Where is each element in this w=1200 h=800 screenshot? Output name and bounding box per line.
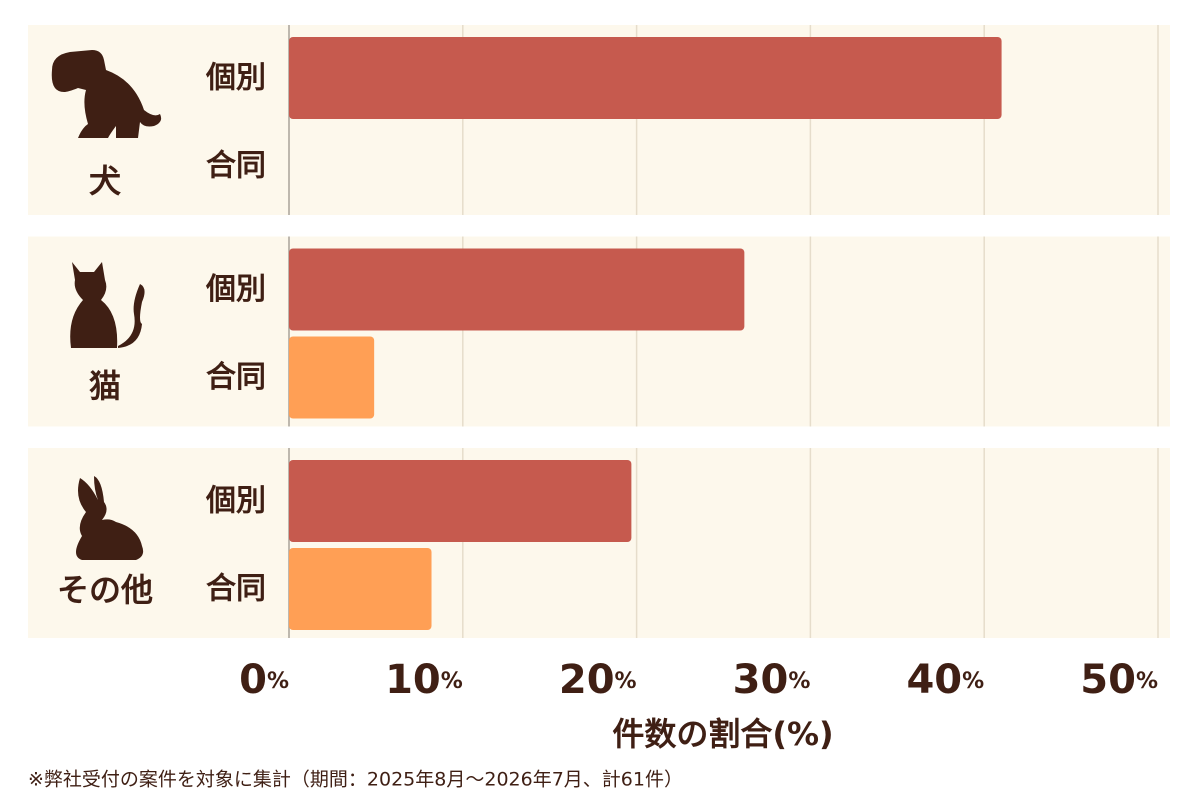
- bar: [289, 248, 745, 331]
- bar: [289, 37, 1002, 119]
- x-tick-label: 40%: [906, 657, 984, 703]
- footnote: ※弊社受付の案件を対象に集計（期間：2025年8月〜2026年7月、計61件）: [28, 769, 683, 791]
- series-label: 個別: [205, 484, 266, 519]
- bar: [289, 548, 432, 630]
- cat-icon: [70, 262, 145, 348]
- dog-icon: [51, 50, 162, 138]
- category-label: その他: [57, 571, 153, 609]
- category-label: 猫: [89, 367, 121, 405]
- category-label: 犬: [89, 162, 121, 200]
- series-label: 個別: [205, 61, 266, 96]
- x-axis-title: 件数の割合(%): [612, 715, 833, 753]
- series-label: 個別: [205, 272, 266, 307]
- bar: [289, 336, 375, 419]
- x-tick-label: 10%: [385, 657, 463, 703]
- x-tick-label: 0%: [239, 657, 289, 703]
- series-label: 合同: [206, 572, 266, 607]
- rabbit-icon: [76, 476, 144, 560]
- x-tick-label: 50%: [1080, 657, 1158, 703]
- bar: [289, 460, 632, 542]
- series-label: 合同: [206, 360, 266, 395]
- x-tick-label: 30%: [733, 657, 811, 703]
- x-tick-label: 20%: [559, 657, 637, 703]
- icons: [51, 50, 162, 560]
- series-label: 合同: [206, 149, 266, 184]
